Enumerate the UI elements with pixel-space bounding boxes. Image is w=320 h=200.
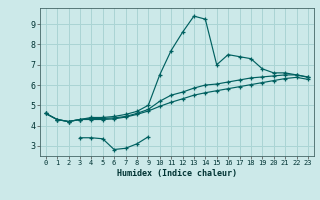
- X-axis label: Humidex (Indice chaleur): Humidex (Indice chaleur): [117, 169, 237, 178]
